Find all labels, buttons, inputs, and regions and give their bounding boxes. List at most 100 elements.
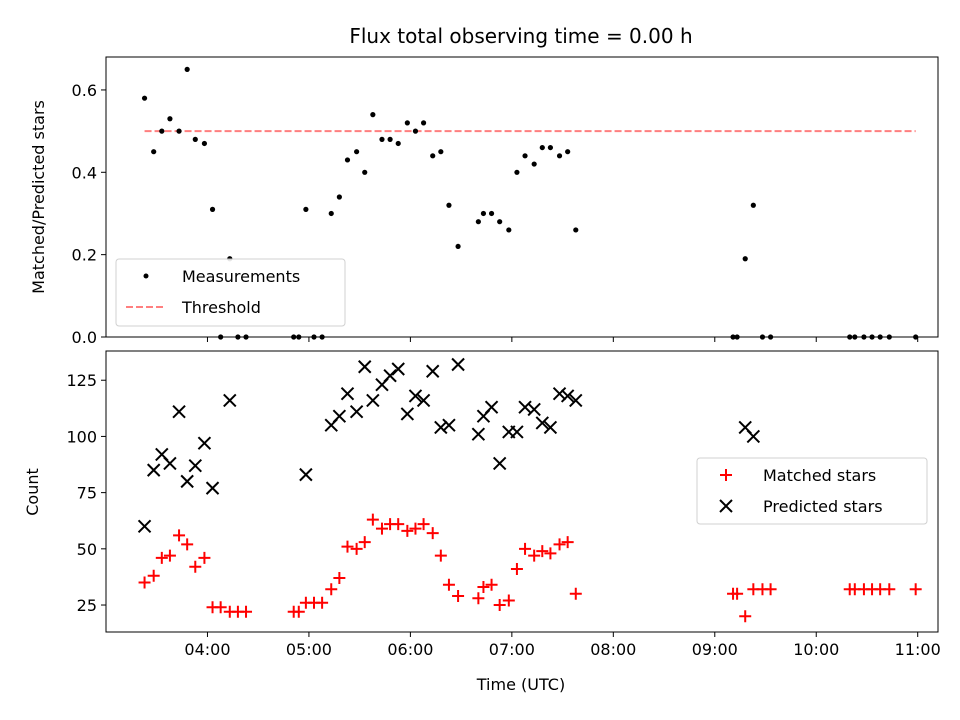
measurements-point [243,334,249,340]
matched-stars-point [493,599,506,612]
measurements-point [480,210,487,217]
predicted-stars-point [543,420,558,435]
predicted-stars-point [560,389,575,403]
matched-stars-point [510,563,523,576]
measurements-point [759,334,766,340]
measurements-point [556,153,563,159]
measurements-point [167,116,173,122]
matched-stars-point [442,578,455,591]
measurements-point [379,136,385,142]
matched-stars-point [163,549,176,562]
x-tick-label: 06:00 [387,640,433,659]
matched-stars-point [292,605,305,618]
count-x-ticks: 04:00 05:00 06:00 07:00 08:00 09:00 10:00 11:00 [184,632,941,659]
predicted-stars-point [146,463,161,477]
measurements-point [767,334,774,340]
matched-stars-point [739,610,752,623]
measurements-point [201,140,208,147]
measurements-point [506,227,512,233]
ratio-y-tick-label: 0.6 [72,81,97,100]
matched-stars-point [544,547,557,560]
predicted-stars-point [510,425,524,439]
predicted-stars-point [442,418,456,432]
measurements-point [151,149,157,155]
chart-title: Flux total observing time = 0.00 h [349,24,692,48]
count-marks [137,357,922,623]
measurements-point [291,334,297,340]
measurements-point [296,334,302,340]
matched-stars-point [325,583,338,596]
measurements-point [847,334,853,340]
predicted-stars-point [188,458,202,473]
predicted-stars-point [172,404,186,419]
matched-stars-point [434,549,447,562]
predicted-stars-point [400,407,415,421]
matched-stars-point [138,576,151,589]
count-y-tick-label: 100 [66,427,97,446]
measurements-point [344,157,351,163]
measurements-legend-marker [143,273,149,279]
matched-stars-legend-marker [720,469,732,481]
x-tick-label: 10:00 [793,640,839,659]
measurements-point [913,334,919,340]
predicted-stars-point [340,387,355,401]
measurements-point [877,334,883,340]
measurements-point [522,153,528,159]
count-y-tick-label: 75 [77,484,97,503]
matched-stars-point [214,601,227,614]
measurements-point [354,149,360,155]
matched-stars-point [173,529,186,542]
matched-stars-point [536,545,549,558]
matched-stars-point [333,572,346,585]
matched-stars-point [477,581,490,594]
measurements-point [455,243,461,250]
matched-stars-point [528,549,541,562]
measurements-point [430,153,436,159]
predicted-stars-point [163,456,177,471]
measurements-point [362,169,368,175]
measurements-point [750,202,756,208]
measurements-point [184,66,190,72]
matched-stars-point [366,513,379,526]
matched-stars-point [341,540,354,553]
predicted-stars-point [299,467,313,482]
predicted-stars-point [349,404,364,419]
predicted-stars-point [492,456,507,471]
ratio-marks [141,66,919,340]
matched-stars-point [417,518,430,531]
matched-stars-point [731,587,744,600]
x-tick-label: 08:00 [590,640,636,659]
matched-stars-point [375,522,388,535]
ratio-y-tick-label: 0.4 [72,163,97,182]
measurements-point [404,120,410,126]
ratio-legend-box [115,258,346,327]
predicted-stars-point [180,474,194,489]
ratio-y-ticks: 0.0 0.2 0.4 0.6 [72,81,106,347]
x-tick-label: 11:00 [895,640,941,659]
measurements-point [734,334,740,340]
measurements-point [869,334,875,340]
measurements-point [395,140,401,147]
measurements-legend-label: Measurements [182,267,300,286]
matched-stars-point [240,605,253,618]
predicted-stars-point [746,429,761,444]
predicted-stars-point [416,393,431,408]
ratio-y-axis-label: Matched/Predicted stars [29,100,48,294]
matched-stars-point [358,536,371,549]
matched-stars-point [147,569,160,582]
predicted-stars-point [197,436,212,450]
predicted-stars-point [391,362,405,376]
measurements-point [730,334,736,340]
count-y-ticks: 25 50 75 100 125 [66,371,106,615]
predicted-stars-point [408,389,423,403]
predicted-stars-point [527,402,541,417]
count-y-tick-label: 25 [77,596,97,615]
matched-stars-point [519,542,532,555]
measurements-point [547,144,554,151]
measurements-point [531,161,537,167]
measurements-point [438,149,444,155]
predicted-stars-point [569,393,583,408]
x-tick-label: 07:00 [489,640,535,659]
